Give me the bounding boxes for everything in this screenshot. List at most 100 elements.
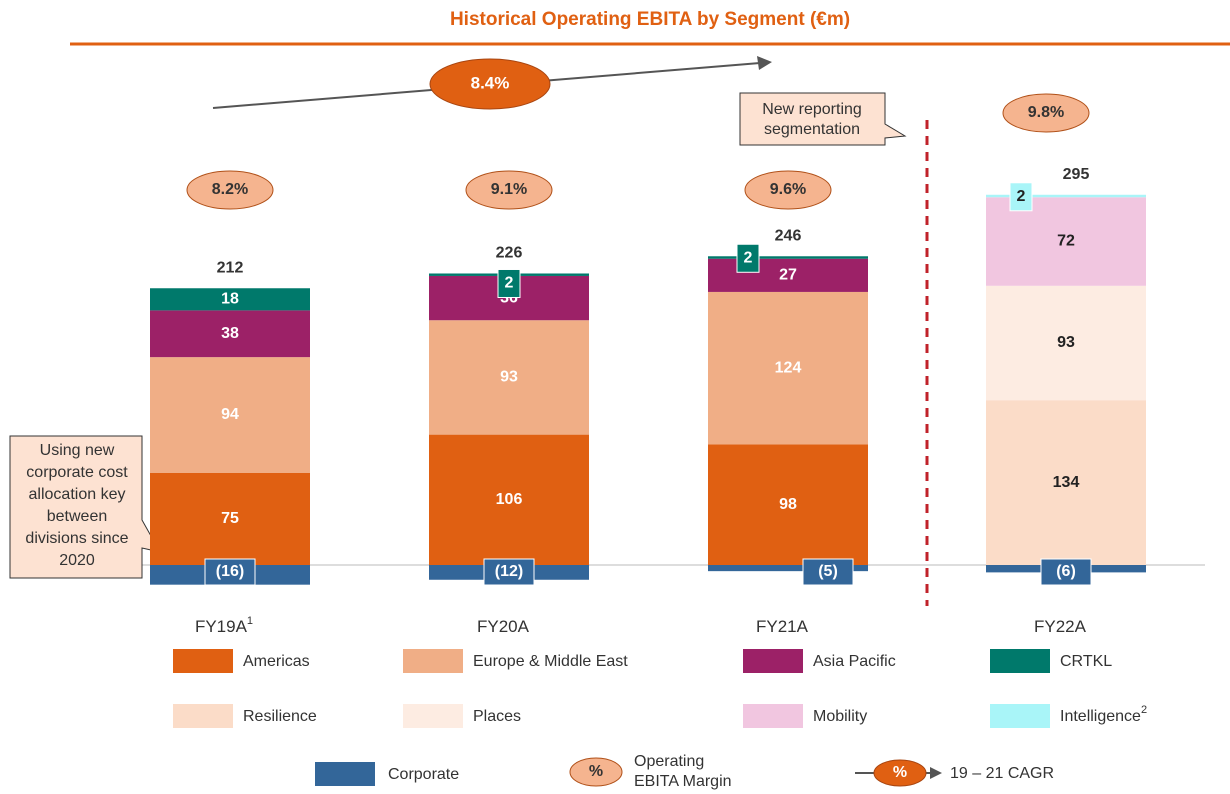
value-badge xyxy=(483,558,535,586)
legend-label: Asia Pacific xyxy=(813,653,896,670)
margin-label: 9.8% xyxy=(1028,104,1064,121)
legend-swatch xyxy=(403,649,463,673)
bar-segment xyxy=(150,288,310,311)
bar-segment xyxy=(150,357,310,473)
margin-bubble xyxy=(744,170,832,210)
total-label: 212 xyxy=(217,259,244,276)
legend-name: Americas xyxy=(243,653,310,670)
annotation: allocation key xyxy=(29,486,126,503)
value-label: 27 xyxy=(779,267,797,284)
legend-label: Corporate xyxy=(388,766,459,783)
category: FY22A xyxy=(1034,617,1087,636)
total-label: 246 xyxy=(775,227,802,244)
annotation: divisions since xyxy=(25,530,128,547)
cagr-label: 8.4% xyxy=(471,73,510,92)
value-label: (5) xyxy=(818,563,838,580)
x-tick-label: FY21A xyxy=(756,617,809,636)
legend-name: Corporate xyxy=(388,766,459,783)
legend-swatch xyxy=(990,704,1050,728)
bar-segment xyxy=(150,472,310,565)
legend-label: Americas xyxy=(243,653,310,670)
legend-label: Places xyxy=(473,708,521,725)
value-label: 98 xyxy=(779,496,797,513)
legend-symbol: % xyxy=(589,763,603,780)
legend-swatch xyxy=(403,704,463,728)
value-label: 94 xyxy=(221,406,239,423)
legend-margin-symbol xyxy=(569,757,623,787)
legend-name: Places xyxy=(473,708,521,725)
value-label: 2 xyxy=(1017,188,1026,205)
legend-swatch xyxy=(743,649,803,673)
legend-swatch xyxy=(173,704,233,728)
annotation: New reporting xyxy=(762,101,862,118)
legend-label: CRTKL xyxy=(1060,653,1112,670)
margin-bubble xyxy=(465,170,553,210)
annotation: 2020 xyxy=(59,552,95,569)
value-label: 2 xyxy=(505,275,514,292)
value-label: 124 xyxy=(775,359,802,376)
legend-label: 19 – 21 CAGR xyxy=(950,765,1054,782)
value-badge xyxy=(1009,182,1033,212)
legend-name: Europe & Middle East xyxy=(473,653,628,670)
value-label: (12) xyxy=(495,563,523,580)
value-label: 75 xyxy=(221,510,239,527)
callout-box xyxy=(739,92,907,146)
x-tick-label: FY20A xyxy=(477,617,530,636)
legend-label: Resilience xyxy=(243,708,317,725)
footnote: 1 xyxy=(247,615,253,627)
value-label: (16) xyxy=(216,563,244,580)
margin-label: 9.6% xyxy=(770,181,806,198)
annotation: corporate cost xyxy=(26,464,128,481)
legend-swatch xyxy=(990,649,1050,673)
value-label: 93 xyxy=(500,369,518,386)
value-badge xyxy=(497,268,521,298)
category: FY21A xyxy=(756,617,809,636)
legend-cagr-symbol xyxy=(873,759,927,787)
legend-name: Mobility xyxy=(813,708,867,725)
category: FY19A xyxy=(195,617,248,636)
cagr-bubble xyxy=(429,58,551,110)
value-label: 134 xyxy=(1053,474,1080,491)
value-badge xyxy=(1040,558,1092,586)
bar-segment xyxy=(986,197,1146,286)
value-badge xyxy=(736,243,760,273)
margin-label: 9.1% xyxy=(491,181,527,198)
value-badge xyxy=(802,558,854,586)
legend-swatch xyxy=(315,762,375,786)
margin-bubble xyxy=(1002,93,1090,133)
arrow-head xyxy=(930,767,942,779)
value-label: 18 xyxy=(221,291,239,308)
x-tick-label: FY22A xyxy=(1034,617,1087,636)
bar-segment xyxy=(708,291,868,445)
x-tick-label: FY19A1 xyxy=(195,615,253,637)
bar-segment xyxy=(986,400,1146,565)
bar-segment xyxy=(708,258,868,292)
annotation: segmentation xyxy=(764,121,860,138)
value-badge xyxy=(204,558,256,586)
value-label: (6) xyxy=(1056,563,1076,580)
value-label: 38 xyxy=(221,325,239,342)
value-label: 2 xyxy=(744,249,753,266)
legend-label: Intelligence2 xyxy=(1060,704,1147,725)
margin-bubble xyxy=(186,170,274,210)
legend-name: Resilience xyxy=(243,708,317,725)
total-label: 295 xyxy=(1063,166,1090,183)
legend-name: Asia Pacific xyxy=(813,653,896,670)
bar-segment xyxy=(429,434,589,565)
bar-segment xyxy=(150,310,310,358)
value-label: 93 xyxy=(1057,334,1075,351)
bar-segment xyxy=(708,256,868,259)
value-label: 106 xyxy=(496,491,523,508)
total-label: 226 xyxy=(496,245,523,262)
annotation: Using new xyxy=(40,442,115,459)
legend-label: Operating xyxy=(634,753,704,770)
bar-segment xyxy=(986,194,1146,198)
bar-segment xyxy=(986,285,1146,401)
legend-label: Mobility xyxy=(813,708,867,725)
legend-name: CRTKL xyxy=(1060,653,1112,670)
bar-segment xyxy=(429,320,589,435)
footnote: 2 xyxy=(1141,704,1147,716)
arrow-head xyxy=(757,56,772,70)
chart-title: Historical Operating EBITA by Segment (€… xyxy=(450,9,850,30)
